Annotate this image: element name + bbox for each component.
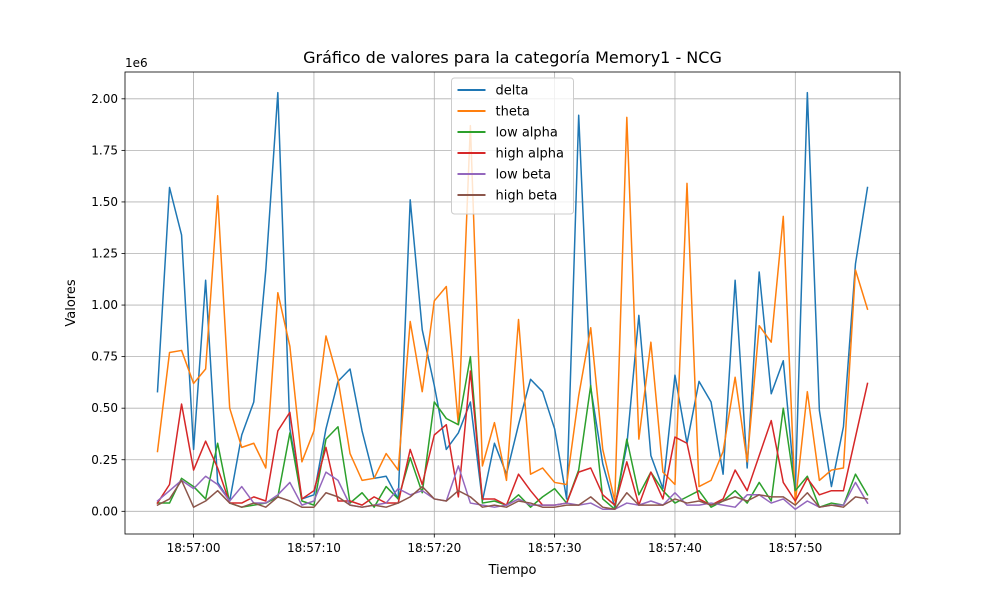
x-tick-label: 18:57:10 — [287, 541, 341, 555]
legend-label-high-alpha: high alpha — [496, 147, 565, 162]
y-tick-label: 0.50 — [91, 401, 118, 415]
y-tick-label: 0.25 — [91, 453, 118, 467]
x-tick-label: 18:57:30 — [528, 541, 582, 555]
y-tick-label: 2.00 — [91, 92, 118, 106]
legend-label-delta: delta — [496, 84, 529, 99]
y-tick-label: 1.25 — [91, 247, 118, 261]
chart-title: Gráfico de valores para la categoría Mem… — [303, 48, 722, 67]
x-tick-label: 18:57:40 — [648, 541, 702, 555]
axes-frame — [124, 71, 901, 535]
x-axis: 18:57:00 18:57:10 18:57:20 18:57:30 18:57:40… — [167, 534, 822, 555]
series-line-theta — [156, 116, 869, 504]
x-tick-label: 18:57:20 — [407, 541, 461, 555]
legend-label-low-alpha: low alpha — [496, 126, 558, 141]
x-tick-label: 18:57:00 — [167, 541, 221, 555]
grid — [125, 72, 900, 534]
series-line-high-beta — [156, 479, 869, 510]
x-tick-label: 18:57:50 — [768, 541, 822, 555]
y-axis-label: Valores — [64, 279, 79, 326]
y-tick-label: 0.75 — [91, 350, 118, 364]
legend-label-low-beta: low beta — [496, 168, 552, 183]
series-line-high-alpha — [156, 370, 869, 506]
y-tick-label: 1.50 — [91, 195, 118, 209]
legend: delta theta low alpha high alpha low beta hig… — [451, 77, 574, 215]
legend-label-theta: theta — [496, 105, 530, 120]
y-tick-label: 1.00 — [91, 298, 118, 312]
y-tick-label: 0.00 — [91, 504, 118, 518]
series-line-low-beta — [156, 465, 869, 510]
series-lines — [156, 91, 869, 510]
y-offset-text: 1e6 — [125, 56, 148, 70]
x-axis-label: Tiempo — [487, 563, 536, 578]
y-axis: 0.00 0.25 0.50 0.75 1.00 1.25 1.50 1.75 2.00 — [91, 92, 125, 518]
y-tick-label: 1.75 — [91, 143, 118, 157]
legend-label-high-beta: high beta — [496, 189, 558, 204]
